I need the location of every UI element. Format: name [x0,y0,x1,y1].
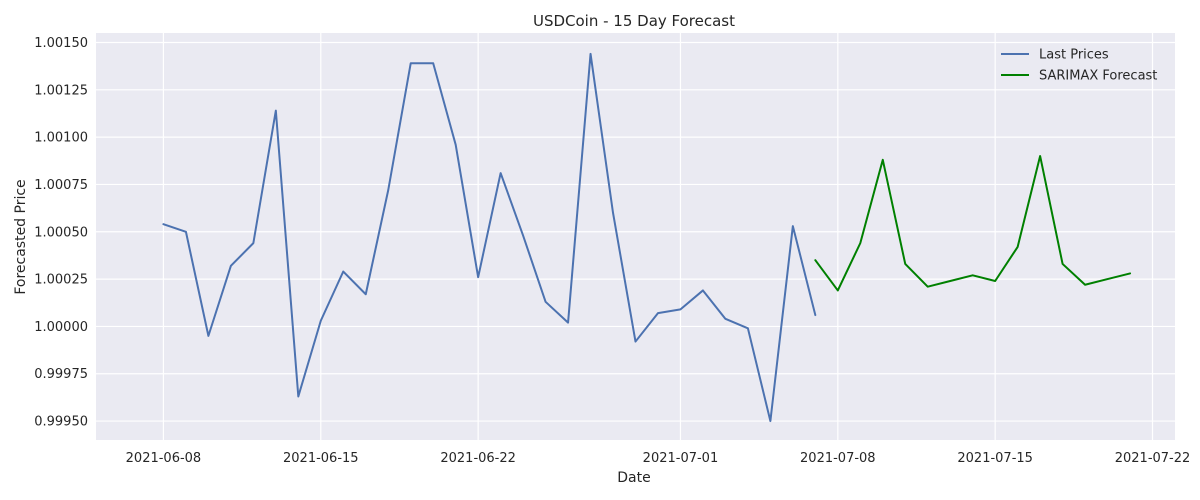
x-tick-label: 2021-07-01 [643,451,719,466]
x-tick-label: 2021-06-15 [283,451,359,466]
y-tick-label: 1.00125 [34,83,88,98]
y-axis-ticks: 0.99950 0.99975 1.00000 1.00025 1.00050 1.000… [34,36,88,430]
series-line-0 [162,52,817,423]
x-axis-label: Date [617,470,650,486]
x-axis-ticks: 2021-06-08 2021-06-15 2021-06-22 2021-07-01… [126,451,1191,466]
y-tick-label: 1.00150 [34,36,88,51]
x-tick-label: 2021-07-22 [1115,451,1191,466]
y-tick-label: 0.99950 [34,415,88,430]
legend-label-1: SARIMAX Forecast [1039,69,1157,84]
x-tick-label: 2021-06-22 [440,451,516,466]
x-tick-label: 2021-07-15 [957,451,1033,466]
y-axis-label: Forecasted Price [13,179,29,294]
y-tick-label: 1.00100 [34,131,88,146]
y-tick-label: 1.00000 [34,320,88,335]
x-tick-label: 2021-06-08 [126,451,202,466]
y-tick-label: 1.00050 [34,225,88,240]
legend: Last Prices SARIMAX Forecast [1001,48,1157,84]
y-tick-label: 0.99975 [34,367,88,382]
grid-lines [96,33,1175,440]
plot-area [96,33,1175,440]
x-tick-label: 2021-07-08 [800,451,876,466]
chart-title: USDCoin - 15 Day Forecast [533,12,735,30]
y-tick-label: 1.00025 [34,273,88,288]
legend-label-0: Last Prices [1039,48,1109,63]
y-tick-label: 1.00075 [34,178,88,193]
series-line-1 [814,155,1132,292]
series-layer [162,52,1132,423]
